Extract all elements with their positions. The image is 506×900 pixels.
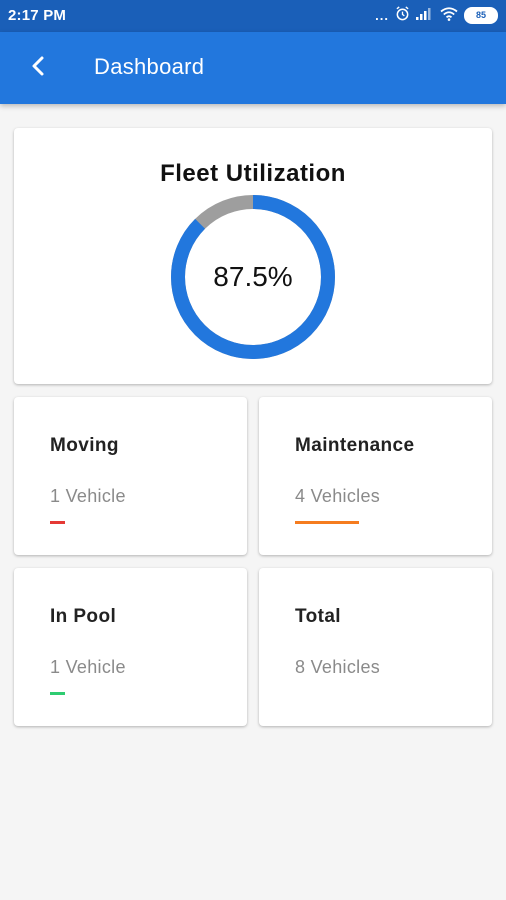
signal-icon bbox=[416, 7, 434, 23]
battery-icon: 85 bbox=[464, 6, 498, 24]
maintenance-indicator bbox=[295, 521, 359, 524]
back-button[interactable] bbox=[20, 50, 56, 86]
alarm-icon bbox=[395, 6, 410, 24]
overflow-dots: ... bbox=[375, 7, 389, 23]
in-pool-title: In Pool bbox=[50, 606, 117, 627]
status-time: 2:17 PM bbox=[8, 7, 67, 24]
app-bar: Dashboard bbox=[0, 32, 506, 104]
page-title: Dashboard bbox=[94, 54, 205, 79]
maintenance-card[interactable]: Maintenance 4 Vehicles bbox=[259, 397, 492, 555]
moving-indicator bbox=[50, 521, 65, 524]
utilization-percent: 87.5% bbox=[213, 261, 293, 292]
total-card[interactable]: Total 8 Vehicles bbox=[259, 568, 492, 726]
chevron-left-icon bbox=[29, 55, 47, 82]
donut-used-arc bbox=[171, 195, 335, 359]
wifi-icon bbox=[440, 6, 458, 24]
in-pool-value: 1 Vehicle bbox=[50, 657, 126, 677]
fleet-utilization-title: Fleet Utilization bbox=[160, 160, 346, 187]
utilization-donut bbox=[171, 195, 335, 359]
fleet-utilization-card: Fleet Utilization 87.5% bbox=[14, 128, 492, 384]
status-icons: ... 85 bbox=[375, 6, 498, 24]
maintenance-title: Maintenance bbox=[295, 435, 415, 456]
moving-value: 1 Vehicle bbox=[50, 486, 126, 506]
status-bar: 2:17 PM ... 85 bbox=[0, 0, 506, 32]
moving-card[interactable]: Moving 1 Vehicle bbox=[14, 397, 247, 555]
total-value: 8 Vehicles bbox=[295, 657, 381, 677]
maintenance-value: 4 Vehicles bbox=[295, 486, 381, 506]
in-pool-indicator bbox=[50, 692, 65, 695]
total-title: Total bbox=[295, 606, 341, 627]
in-pool-card[interactable]: In Pool 1 Vehicle bbox=[14, 568, 247, 726]
moving-title: Moving bbox=[50, 435, 119, 456]
